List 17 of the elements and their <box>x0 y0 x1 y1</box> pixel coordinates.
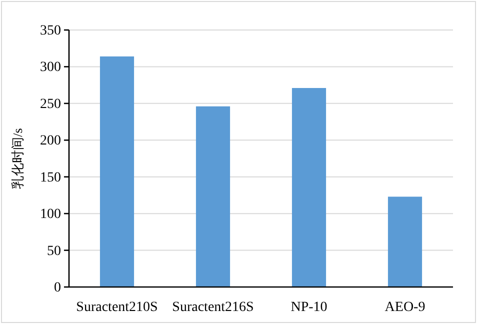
bar <box>388 196 422 287</box>
bar <box>100 56 134 287</box>
x-tick-label: Suractent216S <box>172 300 254 315</box>
y-tick-label: 350 <box>40 24 61 38</box>
y-tick-label: 150 <box>40 170 61 186</box>
y-tick-label: 200 <box>40 134 61 149</box>
bar <box>292 88 326 287</box>
y-tick-label: 0 <box>54 280 61 296</box>
bar <box>196 106 230 287</box>
x-tick-label: NP-10 <box>290 300 328 315</box>
y-tick-label: 250 <box>40 96 61 112</box>
y-axis-title: 乳化时间/s <box>10 128 25 189</box>
y-tick-label: 50 <box>47 244 61 259</box>
y-tick-label: 100 <box>40 207 61 222</box>
x-tick-label: AEO-9 <box>384 300 426 315</box>
y-tick-label: 300 <box>40 60 61 76</box>
x-tick-label: Suractent210S <box>76 300 158 315</box>
